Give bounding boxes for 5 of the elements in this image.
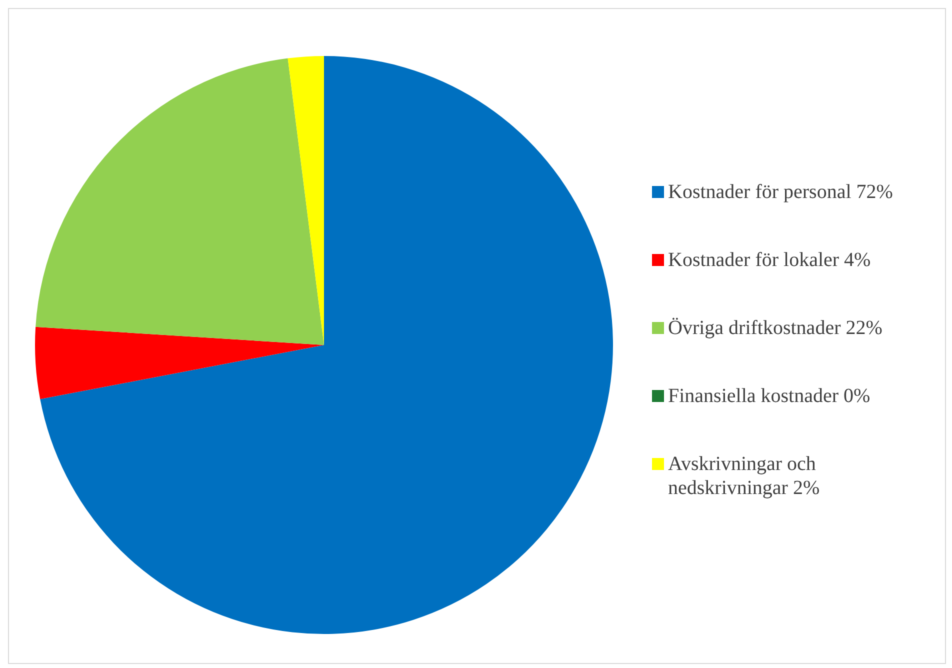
legend-label: Kostnader för personal 72% bbox=[668, 180, 894, 204]
legend-label: Övriga driftkostnader 22% bbox=[668, 316, 884, 340]
legend-label: Finansiella kostnader 0% bbox=[668, 384, 872, 408]
legend-label: Kostnader för lokaler 4% bbox=[668, 248, 872, 272]
legend-label: Avskrivningar och nedskrivningar 2% bbox=[668, 452, 821, 500]
